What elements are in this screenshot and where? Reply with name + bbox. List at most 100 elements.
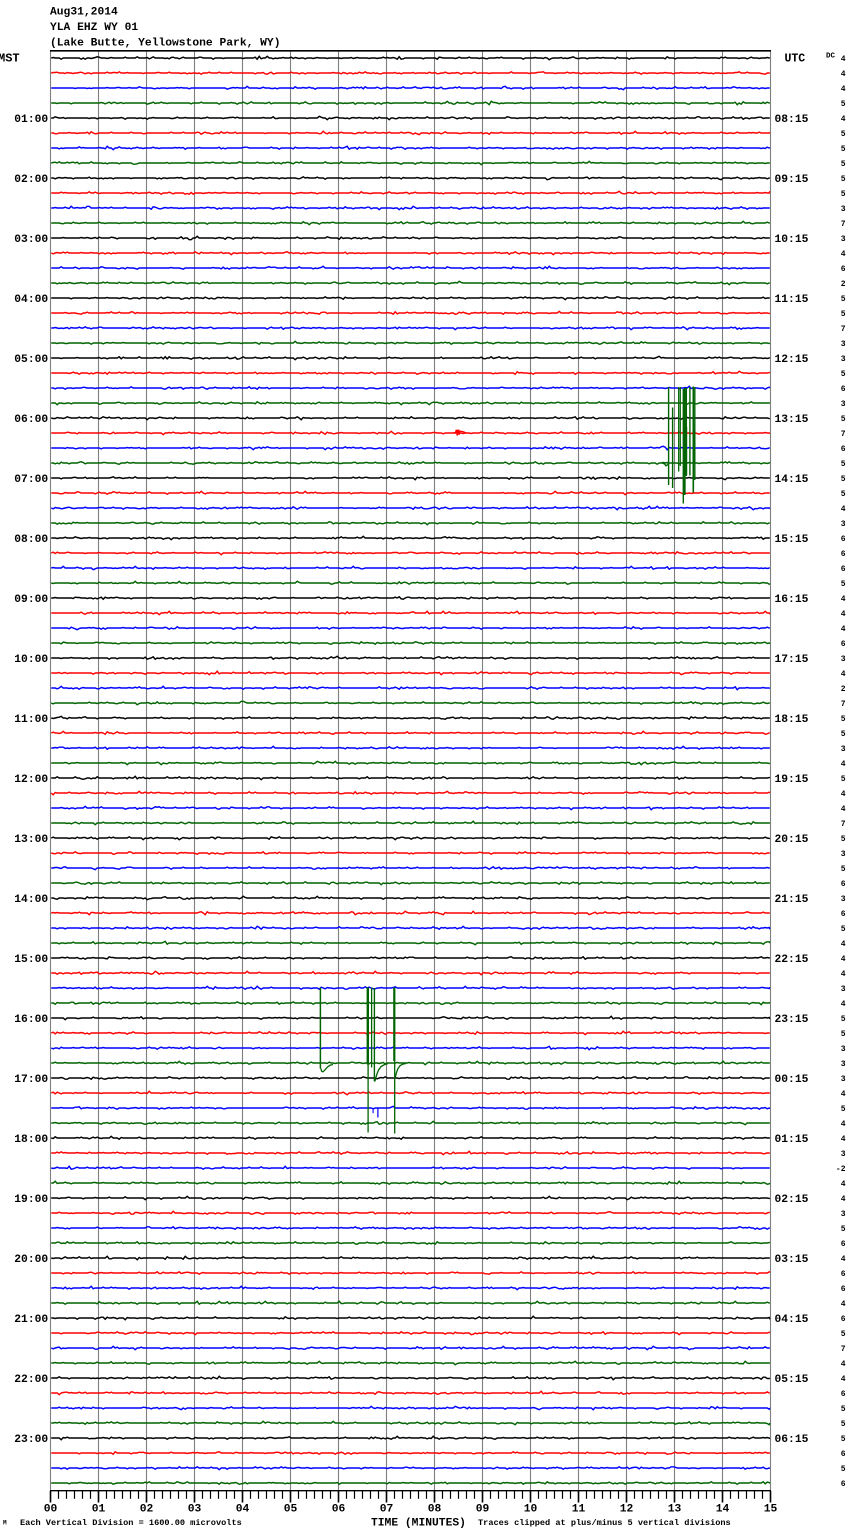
svg-text:20:00: 20:00 — [14, 1254, 48, 1266]
svg-text:3: 3 — [841, 985, 846, 994]
svg-text:4: 4 — [841, 1195, 846, 1204]
svg-text:02:15: 02:15 — [775, 1194, 809, 1206]
svg-text:11:15: 11:15 — [775, 294, 809, 306]
svg-text:6: 6 — [841, 1315, 846, 1324]
svg-text:4: 4 — [841, 1120, 846, 1129]
svg-text:4: 4 — [841, 55, 846, 64]
svg-text:4: 4 — [841, 670, 846, 679]
svg-text:04: 04 — [236, 1504, 250, 1516]
svg-text:4: 4 — [841, 610, 846, 619]
svg-text:4: 4 — [841, 970, 846, 979]
svg-text:22:00: 22:00 — [14, 1374, 48, 1386]
svg-text:Each Vertical Division = 1600.: Each Vertical Division = 1600.00 microvo… — [20, 1518, 242, 1528]
svg-text:3: 3 — [841, 520, 846, 529]
svg-text:5: 5 — [841, 730, 846, 739]
svg-text:17:00: 17:00 — [14, 1074, 48, 1086]
svg-text:6: 6 — [841, 550, 846, 559]
svg-text:-2: -2 — [836, 1165, 846, 1174]
svg-text:3: 3 — [841, 1150, 846, 1159]
svg-text:08: 08 — [428, 1504, 442, 1516]
svg-text:4: 4 — [841, 505, 846, 514]
svg-text:3: 3 — [841, 1060, 846, 1069]
svg-text:6: 6 — [841, 1480, 846, 1489]
svg-text:05: 05 — [284, 1504, 298, 1516]
svg-text:16:00: 16:00 — [14, 1014, 48, 1026]
svg-text:5: 5 — [841, 775, 846, 784]
svg-text:3: 3 — [841, 355, 846, 364]
svg-text:3: 3 — [841, 1210, 846, 1219]
svg-text:23:00: 23:00 — [14, 1434, 48, 1446]
svg-text:09:00: 09:00 — [14, 594, 48, 606]
svg-text:4: 4 — [841, 1180, 846, 1189]
svg-text:07:00: 07:00 — [14, 474, 48, 486]
svg-text:19:15: 19:15 — [775, 774, 809, 786]
svg-text:4: 4 — [841, 85, 846, 94]
svg-text:15: 15 — [764, 1504, 778, 1516]
svg-text:5: 5 — [841, 1105, 846, 1114]
svg-text:7: 7 — [841, 430, 846, 439]
svg-text:4: 4 — [841, 760, 846, 769]
svg-text:5: 5 — [841, 1330, 846, 1339]
svg-text:03:00: 03:00 — [14, 234, 48, 246]
svg-text:14: 14 — [716, 1504, 730, 1516]
svg-text:6: 6 — [841, 445, 846, 454]
svg-text:5: 5 — [841, 190, 846, 199]
svg-text:3: 3 — [841, 745, 846, 754]
svg-text:00:15: 00:15 — [775, 1074, 809, 1086]
svg-text:5: 5 — [841, 175, 846, 184]
svg-text:13:00: 13:00 — [14, 834, 48, 846]
svg-text:12: 12 — [620, 1504, 634, 1516]
svg-text:5: 5 — [841, 1465, 846, 1474]
svg-text:06: 06 — [332, 1504, 346, 1516]
svg-text:5: 5 — [841, 580, 846, 589]
svg-text:5: 5 — [841, 415, 846, 424]
svg-text:M: M — [3, 1520, 7, 1527]
svg-text:14:00: 14:00 — [14, 894, 48, 906]
svg-text:TIME (MINUTES): TIME (MINUTES) — [371, 1518, 466, 1530]
svg-text:11:00: 11:00 — [14, 714, 48, 726]
svg-text:5: 5 — [841, 475, 846, 484]
svg-text:4: 4 — [841, 1255, 846, 1264]
svg-text:18:15: 18:15 — [775, 714, 809, 726]
svg-text:3: 3 — [841, 205, 846, 214]
svg-text:06:00: 06:00 — [14, 414, 48, 426]
svg-text:YLA EHZ WY 01: YLA EHZ WY 01 — [50, 22, 138, 34]
svg-text:5: 5 — [841, 1225, 846, 1234]
svg-text:6: 6 — [841, 535, 846, 544]
svg-text:6: 6 — [841, 1450, 846, 1459]
svg-text:11: 11 — [572, 1504, 586, 1516]
svg-text:08:00: 08:00 — [14, 534, 48, 546]
svg-text:4: 4 — [841, 1135, 846, 1144]
svg-text:4: 4 — [841, 1375, 846, 1384]
svg-text:5: 5 — [841, 145, 846, 154]
svg-text:5: 5 — [841, 295, 846, 304]
svg-text:3: 3 — [841, 655, 846, 664]
svg-text:5: 5 — [841, 715, 846, 724]
svg-text:4: 4 — [841, 70, 846, 79]
svg-text:08:15: 08:15 — [775, 114, 809, 126]
svg-text:3: 3 — [841, 1045, 846, 1054]
svg-text:14:15: 14:15 — [775, 474, 809, 486]
svg-text:7: 7 — [841, 820, 846, 829]
svg-text:19:00: 19:00 — [14, 1194, 48, 1206]
svg-text:04:00: 04:00 — [14, 294, 48, 306]
svg-text:4: 4 — [841, 955, 846, 964]
svg-text:3: 3 — [841, 1075, 846, 1084]
svg-text:13:15: 13:15 — [775, 414, 809, 426]
svg-text:5: 5 — [841, 835, 846, 844]
svg-text:15:15: 15:15 — [775, 534, 809, 546]
svg-text:09: 09 — [476, 1504, 490, 1516]
svg-text:00: 00 — [44, 1504, 58, 1516]
svg-text:02:00: 02:00 — [14, 174, 48, 186]
svg-text:09:15: 09:15 — [775, 174, 809, 186]
svg-text:7: 7 — [841, 220, 846, 229]
svg-text:6: 6 — [841, 1285, 846, 1294]
svg-text:4: 4 — [841, 790, 846, 799]
svg-text:2: 2 — [841, 280, 846, 289]
svg-text:7: 7 — [841, 325, 846, 334]
svg-text:18:00: 18:00 — [14, 1134, 48, 1146]
svg-text:3: 3 — [841, 850, 846, 859]
svg-text:05:15: 05:15 — [775, 1374, 809, 1386]
svg-text:5: 5 — [841, 370, 846, 379]
svg-text:6: 6 — [841, 910, 846, 919]
